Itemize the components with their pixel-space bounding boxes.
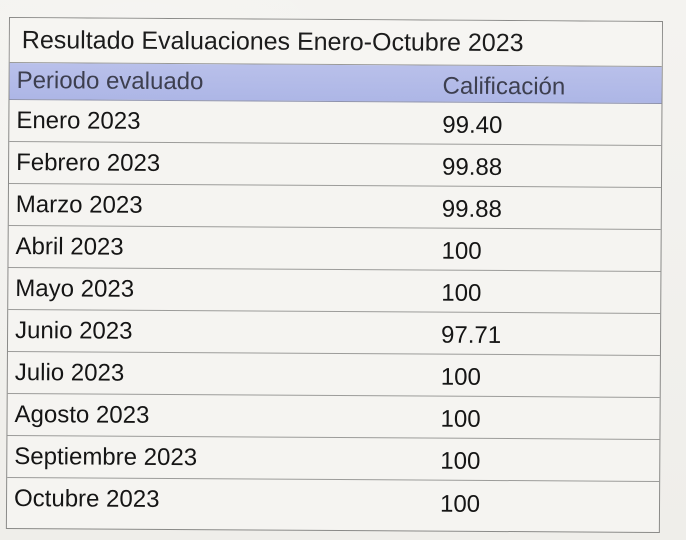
- table-row: Agosto 2023 100: [7, 393, 660, 440]
- table-row: Febrero 2023 99.88: [8, 142, 662, 188]
- score-cell: 100: [440, 363, 481, 391]
- score-cell: 100: [441, 279, 482, 307]
- table-row: Julio 2023 100: [7, 351, 660, 398]
- header-score: Calificación: [442, 72, 566, 101]
- score-cell: 99.88: [441, 195, 502, 224]
- score-cell: 100: [439, 490, 481, 518]
- score-cell: 100: [440, 405, 481, 433]
- score-cell: 99.40: [442, 111, 503, 140]
- evaluation-results-table: Resultado Evaluaciones Enero-Octubre 202…: [5, 17, 663, 533]
- period-cell: Junio 2023: [15, 316, 133, 345]
- header-period: Periodo evaluado: [16, 67, 204, 96]
- table-row: Junio 2023 97.71: [7, 310, 661, 356]
- score-cell: 97.71: [440, 321, 502, 350]
- table-row: Enero 2023 99.40: [9, 100, 662, 146]
- table-row: Mayo 2023 100: [8, 268, 661, 314]
- period-cell: Julio 2023: [14, 358, 125, 387]
- table-row: Septiembre 2023 100: [7, 435, 660, 482]
- period-cell: Marzo 2023: [15, 190, 143, 219]
- period-cell: Enero 2023: [16, 106, 141, 135]
- table-header-row: Periodo evaluado Calificación: [9, 63, 662, 104]
- period-cell: Febrero 2023: [16, 148, 161, 177]
- score-cell: 100: [441, 237, 482, 265]
- period-cell: Mayo 2023: [15, 274, 135, 303]
- table-row: Abril 2023 100: [8, 226, 661, 272]
- score-cell: 100: [440, 447, 481, 475]
- table-row: Marzo 2023 99.88: [8, 184, 661, 230]
- period-cell: Septiembre 2023: [14, 442, 198, 471]
- period-cell: Abril 2023: [15, 232, 124, 261]
- table-title: Resultado Evaluaciones Enero-Octubre 202…: [9, 18, 662, 67]
- score-cell: 99.88: [442, 153, 503, 182]
- period-cell: Agosto 2023: [14, 400, 150, 429]
- period-cell: Octubre 2023: [13, 485, 160, 513]
- table-row: Octubre 2023 100: [7, 478, 659, 524]
